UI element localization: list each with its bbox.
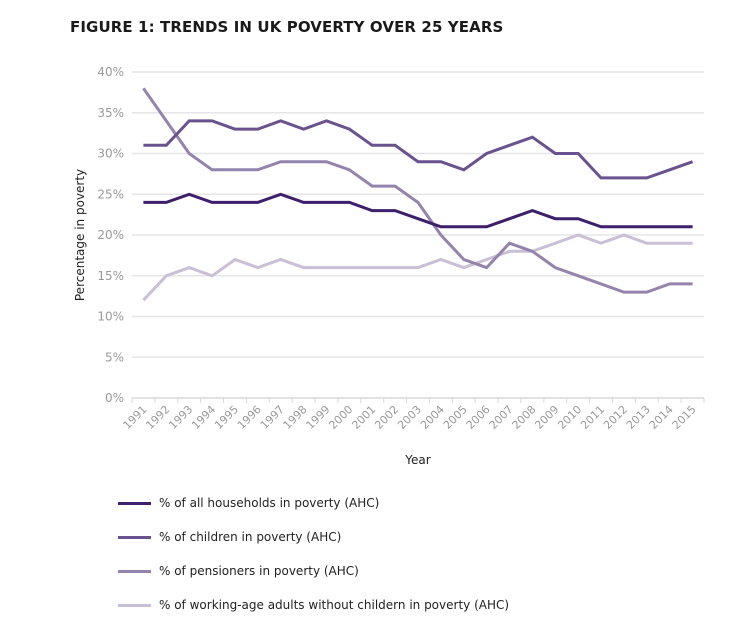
x-tick-label: 2010 — [555, 403, 584, 432]
x-tick-label: 1995 — [212, 403, 241, 432]
legend-label: % of all households in poverty (AHC) — [159, 496, 380, 510]
x-tick-label: 2001 — [349, 403, 378, 432]
series-line-1 — [143, 119, 694, 180]
x-tick-label: 2011 — [578, 403, 607, 432]
x-tick-label: 1993 — [166, 403, 195, 432]
x-tick-label: 2013 — [624, 403, 653, 432]
x-tick-label: 2004 — [418, 403, 447, 432]
x-tick-label: 2014 — [647, 403, 676, 432]
x-tick-label: 2009 — [532, 403, 561, 432]
x-tick-label: 1998 — [281, 403, 310, 432]
legend-label: % of pensioners in poverty (AHC) — [159, 564, 359, 578]
y-tick-label: 0% — [105, 391, 124, 405]
x-tick-label: 1997 — [258, 403, 287, 432]
y-axis-ticks: 0% 5% 10% 15% 20% 25% 30% 35% 40% — [97, 65, 124, 405]
series-line-0 — [143, 192, 693, 229]
x-tick-label: 1996 — [235, 403, 264, 432]
y-tick-label: 25% — [97, 187, 124, 201]
legend-swatch — [118, 535, 151, 539]
series-line-3 — [142, 233, 693, 302]
x-tick-label: 1991 — [121, 403, 150, 432]
x-tick-label: 2002 — [372, 403, 401, 432]
y-tick-label: 15% — [97, 269, 124, 283]
y-tick-label: 35% — [97, 106, 124, 120]
legend-label: % of working-age adults without childern… — [159, 598, 510, 612]
x-tick-label: 2003 — [395, 403, 424, 432]
x-axis-label: Year — [404, 453, 430, 467]
y-tick-label: 5% — [105, 350, 124, 364]
x-tick-label: 1994 — [189, 403, 218, 432]
legend-item: % of pensioners in poverty (AHC) — [118, 554, 509, 588]
x-tick-label: 1992 — [143, 403, 172, 432]
x-tick-label: 2000 — [326, 403, 355, 432]
y-tick-label: 20% — [97, 228, 124, 242]
y-tick-label: 10% — [97, 310, 124, 324]
x-tick-label: 2008 — [510, 403, 539, 432]
series-line-2 — [142, 87, 693, 294]
legend-label: % of children in poverty (AHC) — [159, 530, 342, 544]
x-tick-label: 2015 — [670, 403, 699, 432]
x-tick-label: 2005 — [441, 403, 470, 432]
legend-swatch — [118, 603, 151, 607]
x-tick-label: 2012 — [601, 403, 630, 432]
series-lines — [142, 87, 694, 302]
x-tick-label: 1999 — [304, 403, 333, 432]
x-axis: 1991199219931994199519961997199819992000… — [121, 398, 705, 432]
x-tick-label: 2007 — [487, 403, 516, 432]
y-axis-label: Percentage in poverty — [73, 169, 87, 301]
y-tick-label: 40% — [97, 65, 124, 79]
legend-item: % of all households in poverty (AHC) — [118, 486, 509, 520]
chart-title: FIGURE 1: TRENDS IN UK POVERTY OVER 25 Y… — [70, 18, 504, 36]
legend-item: % of children in poverty (AHC) — [118, 520, 509, 554]
y-tick-label: 30% — [97, 147, 124, 161]
legend-swatch — [118, 501, 151, 505]
gridlines — [132, 71, 704, 399]
legend-swatch — [118, 569, 151, 573]
legend-item: % of working-age adults without childern… — [118, 588, 509, 622]
legend: % of all households in poverty (AHC) % of… — [118, 486, 509, 622]
x-tick-label: 2006 — [464, 403, 493, 432]
